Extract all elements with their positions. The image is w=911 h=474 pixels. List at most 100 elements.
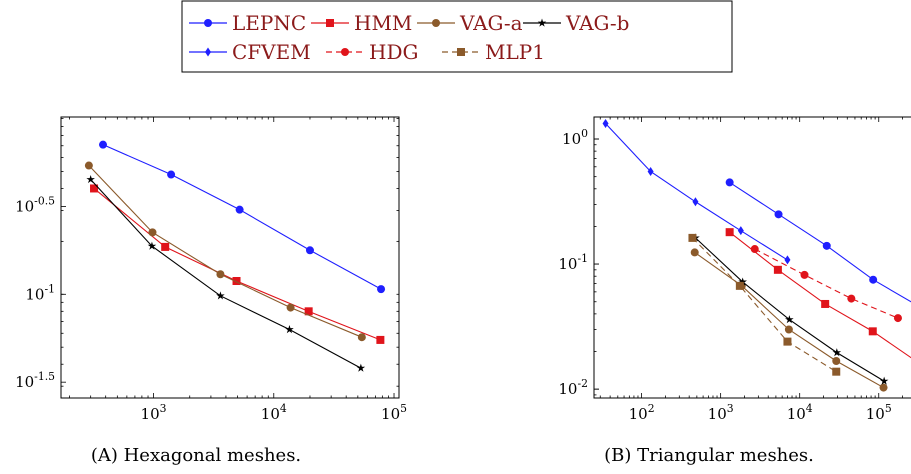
legend-entry: MLP1 [442, 40, 545, 64]
y-axis: 100 10-1 10-2 [558, 127, 599, 398]
plot-frame [60, 116, 400, 399]
series-hmm [725, 228, 911, 359]
legend-entry: VAG-b [523, 11, 629, 35]
data-point [602, 119, 609, 129]
legend-marker [341, 48, 349, 56]
data-point [738, 277, 747, 286]
legend-label: VAG-b [565, 11, 629, 35]
data-point [822, 241, 831, 250]
series-lepnc [725, 178, 911, 303]
series-line [88, 165, 363, 338]
legend-marker [457, 48, 465, 56]
series-vag-b [86, 174, 366, 372]
data-point [688, 233, 697, 242]
x-axis: 103 104 105 [69, 117, 407, 423]
data-point [161, 242, 170, 251]
legend: LEPNC HMM VAG-a VAG-b CFVEM HDG MLP1 [181, 0, 733, 73]
x-tick-label: 103 [708, 402, 734, 423]
x-tick-label: 105 [381, 402, 407, 423]
legend-label: VAG-a [459, 11, 523, 35]
data-point [774, 210, 783, 219]
chart-hexagonal: 103 104 105 10-0.5 10-1 10-1.5 (A) Hexagonal m… [15, 116, 407, 466]
data-point [750, 245, 759, 254]
y-axis: 10-0.5 10-1 10-1.5 [15, 118, 399, 391]
y-tick-label: 10-1.5 [15, 370, 55, 391]
data-point [692, 197, 699, 207]
data-point [737, 226, 744, 236]
data-point [783, 337, 792, 346]
plot-frame [593, 116, 911, 399]
data-point [235, 205, 244, 214]
data-point [821, 299, 830, 308]
data-point [785, 315, 794, 324]
data-point [879, 376, 889, 385]
legend-entry: LEPNC [189, 11, 306, 35]
y-tick-label: 10-0.5 [15, 194, 55, 215]
data-point [232, 277, 241, 286]
series-line [102, 144, 382, 290]
data-point [304, 307, 313, 316]
legend-marker [432, 19, 440, 27]
data-point [305, 246, 314, 255]
data-point [357, 333, 366, 342]
data-point [86, 174, 95, 184]
data-point [647, 166, 654, 176]
data-point [800, 270, 809, 279]
data-point [832, 356, 841, 365]
data-point [286, 303, 295, 312]
legend-entry: HMM [311, 11, 412, 35]
series-line [754, 248, 899, 319]
series-hdg [750, 245, 902, 323]
y-tick-label: 10-2 [558, 377, 588, 398]
data-point [99, 140, 108, 149]
data-point [84, 161, 93, 170]
data-point [847, 294, 856, 303]
series-vag-b [691, 233, 889, 385]
series-line [729, 181, 911, 303]
y-tick-label: 10-1 [25, 282, 55, 303]
x-tick-label: 104 [787, 402, 813, 423]
data-point [784, 255, 791, 265]
data-point [869, 275, 878, 284]
data-point [690, 248, 699, 257]
data-point [773, 265, 782, 274]
x-tick-label: 104 [261, 402, 287, 423]
legend-marker [326, 19, 334, 27]
x-tick-label: 103 [141, 402, 167, 423]
legend-label: CFVEM [232, 40, 311, 64]
y-tick-label: 100 [562, 127, 588, 148]
y-tick-label: 10-1 [558, 252, 588, 273]
series-cfvem [602, 119, 791, 265]
data-point [216, 270, 225, 279]
series-vag-a [84, 161, 366, 342]
legend-label: MLP1 [485, 40, 545, 64]
data-point [356, 363, 366, 372]
data-point [148, 228, 157, 237]
data-point [893, 314, 902, 323]
chart-caption: (B) Triangular meshes. [604, 445, 814, 466]
legend-entry: HDG [326, 40, 418, 64]
data-point [868, 327, 877, 336]
chart-caption: (A) Hexagonal meshes. [91, 445, 301, 466]
chart-triangular: 102 103 104 105 100 10-1 10-2 (B) Triangular me… [558, 116, 911, 466]
data-point [725, 178, 734, 187]
series-lepnc [99, 140, 386, 294]
legend-label: HMM [354, 11, 412, 35]
data-point [832, 348, 842, 357]
legend-entry: VAG-a [417, 11, 523, 35]
legend-label: LEPNC [232, 11, 306, 35]
data-point [735, 281, 744, 290]
legend-marker [537, 18, 547, 27]
data-point [784, 325, 793, 334]
data-point [90, 184, 99, 193]
data-point [167, 170, 176, 179]
series-line [692, 237, 837, 373]
plot-area [84, 140, 386, 372]
data-point [216, 291, 225, 300]
x-tick-label: 102 [629, 402, 655, 423]
legend-marker [204, 19, 212, 27]
x-tick-label: 105 [866, 402, 892, 423]
plot-area [602, 119, 911, 392]
series-mlp1 [688, 233, 841, 376]
